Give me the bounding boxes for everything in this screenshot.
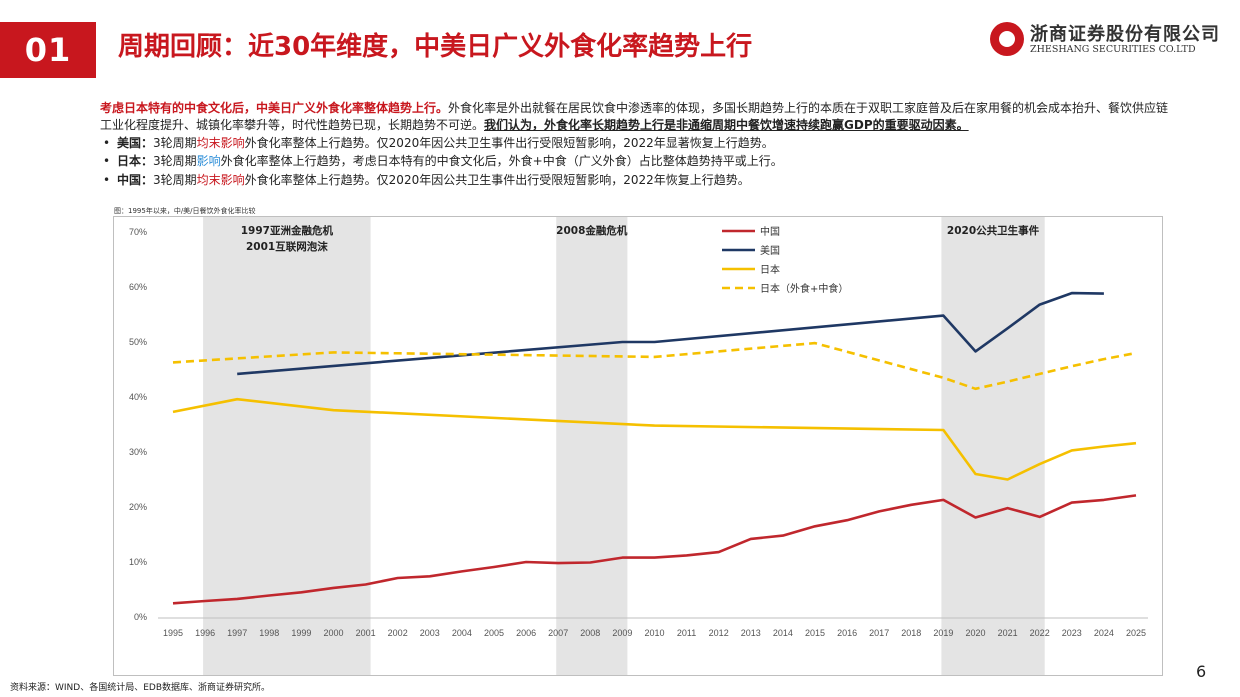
x-tick-label: 1995 [163, 628, 183, 638]
x-tick-label: 2001 [356, 628, 376, 638]
bullet-highlight: 均末影响 [196, 173, 245, 187]
bullet-pre: 3轮周期 [153, 154, 197, 168]
x-tick-label: 2008 [580, 628, 600, 638]
x-tick-label: 2015 [805, 628, 825, 638]
bullet-pre: 3轮周期 [153, 136, 197, 150]
x-tick-label: 2025 [1126, 628, 1146, 638]
legend-label: 日本（外食+中食） [760, 282, 848, 295]
x-tick-label: 1996 [195, 628, 215, 638]
series-line [172, 341, 1137, 391]
x-tick-label: 2010 [644, 628, 664, 638]
bullet-highlight: 影响 [196, 154, 221, 168]
page-title: 周期回顾：近30年维度，中美日广义外食化率趋势上行 [118, 32, 753, 62]
section-badge: 01 [0, 22, 96, 78]
chart-frame [113, 216, 1163, 676]
bullet-label: 美国： [117, 136, 154, 150]
bullet-dot: • [103, 154, 111, 168]
bullet-text: 外食化率整体上行趋势。仅2020年因公共卫生事件出行受限短暂影响，2022年恢复… [244, 173, 750, 187]
y-tick-label: 0% [134, 612, 147, 622]
x-tick-label: 2024 [1094, 628, 1114, 638]
y-tick-label: 10% [129, 557, 147, 567]
logo-english-name: ZHESHANG SECURITIES CO.LTD [1030, 44, 1196, 55]
intro-conclusion: 我们认为，外食化率长期趋势上行是非通缩周期中餐饮增速持续跑赢GDP的重要驱动因素… [484, 118, 969, 132]
shaded-period-label: 1997亚洲金融危机 [241, 224, 334, 237]
bullet-us: • 美国：3轮周期均末影响外食化率整体上行趋势。仅2020年因公共卫生事件出行受限… [103, 135, 774, 152]
x-tick-label: 2019 [933, 628, 953, 638]
bullet-pre: 3轮周期 [153, 173, 197, 187]
x-tick-label: 1997 [227, 628, 247, 638]
shaded-period [941, 217, 1045, 675]
x-tick-label: 1999 [291, 628, 311, 638]
x-tick-label: 2021 [998, 628, 1018, 638]
x-tick-label: 2020 [965, 628, 985, 638]
bullet-text: 外食化率整体上行趋势。仅2020年因公共卫生事件出行受限短暂影响，2022年显著… [244, 136, 774, 150]
series-line [172, 397, 1137, 481]
x-tick-label: 2000 [323, 628, 343, 638]
bullet-japan: • 日本：3轮周期影响外食化率整体上行趋势，考虑日本特有的中食文化后，外食+中食（… [103, 153, 783, 170]
intro-paragraph: 考虑日本特有的中食文化后，中美日广义外食化率整体趋势上行。外食化率是外出就餐在居… [100, 100, 1180, 134]
shaded-period-label: 2020公共卫生事件 [947, 224, 1040, 237]
bullet-text: 外食化率整体上行趋势，考虑日本特有的中食文化后，外食+中食（广义外食）占比整体趋… [220, 154, 783, 168]
x-tick-label: 2002 [388, 628, 408, 638]
series-line [172, 494, 1137, 605]
y-tick-label: 40% [129, 392, 147, 402]
logo-mark-icon [990, 22, 1024, 56]
series-line [237, 291, 1104, 376]
x-tick-label: 2009 [612, 628, 632, 638]
bullet-highlight: 均末影响 [196, 136, 245, 150]
legend-label: 日本 [760, 263, 780, 276]
x-tick-label: 2016 [837, 628, 857, 638]
company-logo: 浙商证券股份有限公司 ZHESHANG SECURITIES CO.LTD [990, 18, 1220, 62]
intro-lead: 考虑日本特有的中食文化后，中美日广义外食化率整体趋势上行。 [100, 101, 449, 115]
y-tick-label: 60% [129, 282, 147, 292]
y-tick-label: 70% [129, 227, 147, 237]
bullet-dot: • [103, 173, 111, 187]
logo-chinese-name: 浙商证券股份有限公司 [1030, 24, 1220, 45]
legend-label: 美国 [760, 244, 780, 257]
chart-caption: 图：1995年以来，中/美/日餐饮外食化率比较 [114, 207, 256, 215]
bullet-label: 日本： [117, 154, 154, 168]
x-tick-label: 2005 [484, 628, 504, 638]
shaded-period [203, 217, 371, 675]
intro-body: 外食化率是外出就餐在居民饮食中渗透率的体现，多国长期趋势上行的本质在于双职工家庭… [100, 101, 1169, 132]
x-tick-label: 2004 [452, 628, 472, 638]
x-tick-label: 2013 [741, 628, 761, 638]
legend-label: 中国 [760, 225, 780, 238]
shaded-period-label: 2001互联网泡沫 [246, 240, 328, 253]
y-tick-label: 30% [129, 447, 147, 457]
x-tick-label: 2018 [901, 628, 921, 638]
bullet-label: 中国： [117, 173, 154, 187]
shaded-period-label: 2008金融危机 [556, 224, 628, 237]
x-tick-label: 2017 [869, 628, 889, 638]
bullet-china: • 中国：3轮周期均末影响外食化率整体上行趋势。仅2020年因公共卫生事件出行受限… [103, 172, 750, 189]
shaded-period [556, 217, 628, 675]
y-tick-label: 50% [129, 337, 147, 347]
y-tick-label: 20% [129, 502, 147, 512]
x-tick-label: 2014 [773, 628, 793, 638]
x-tick-label: 2007 [548, 628, 568, 638]
source-note: 资料来源：WIND、各国统计局、EDB数据库、浙商证券研究所。 [10, 683, 271, 693]
x-tick-label: 2012 [709, 628, 729, 638]
bullet-dot: • [103, 136, 111, 150]
x-tick-label: 2023 [1062, 628, 1082, 638]
x-tick-label: 2011 [677, 628, 696, 638]
x-tick-label: 1998 [259, 628, 279, 638]
x-tick-label: 2003 [420, 628, 440, 638]
page-number: 6 [1196, 662, 1207, 681]
x-tick-label: 2006 [516, 628, 536, 638]
x-tick-label: 2022 [1030, 628, 1050, 638]
